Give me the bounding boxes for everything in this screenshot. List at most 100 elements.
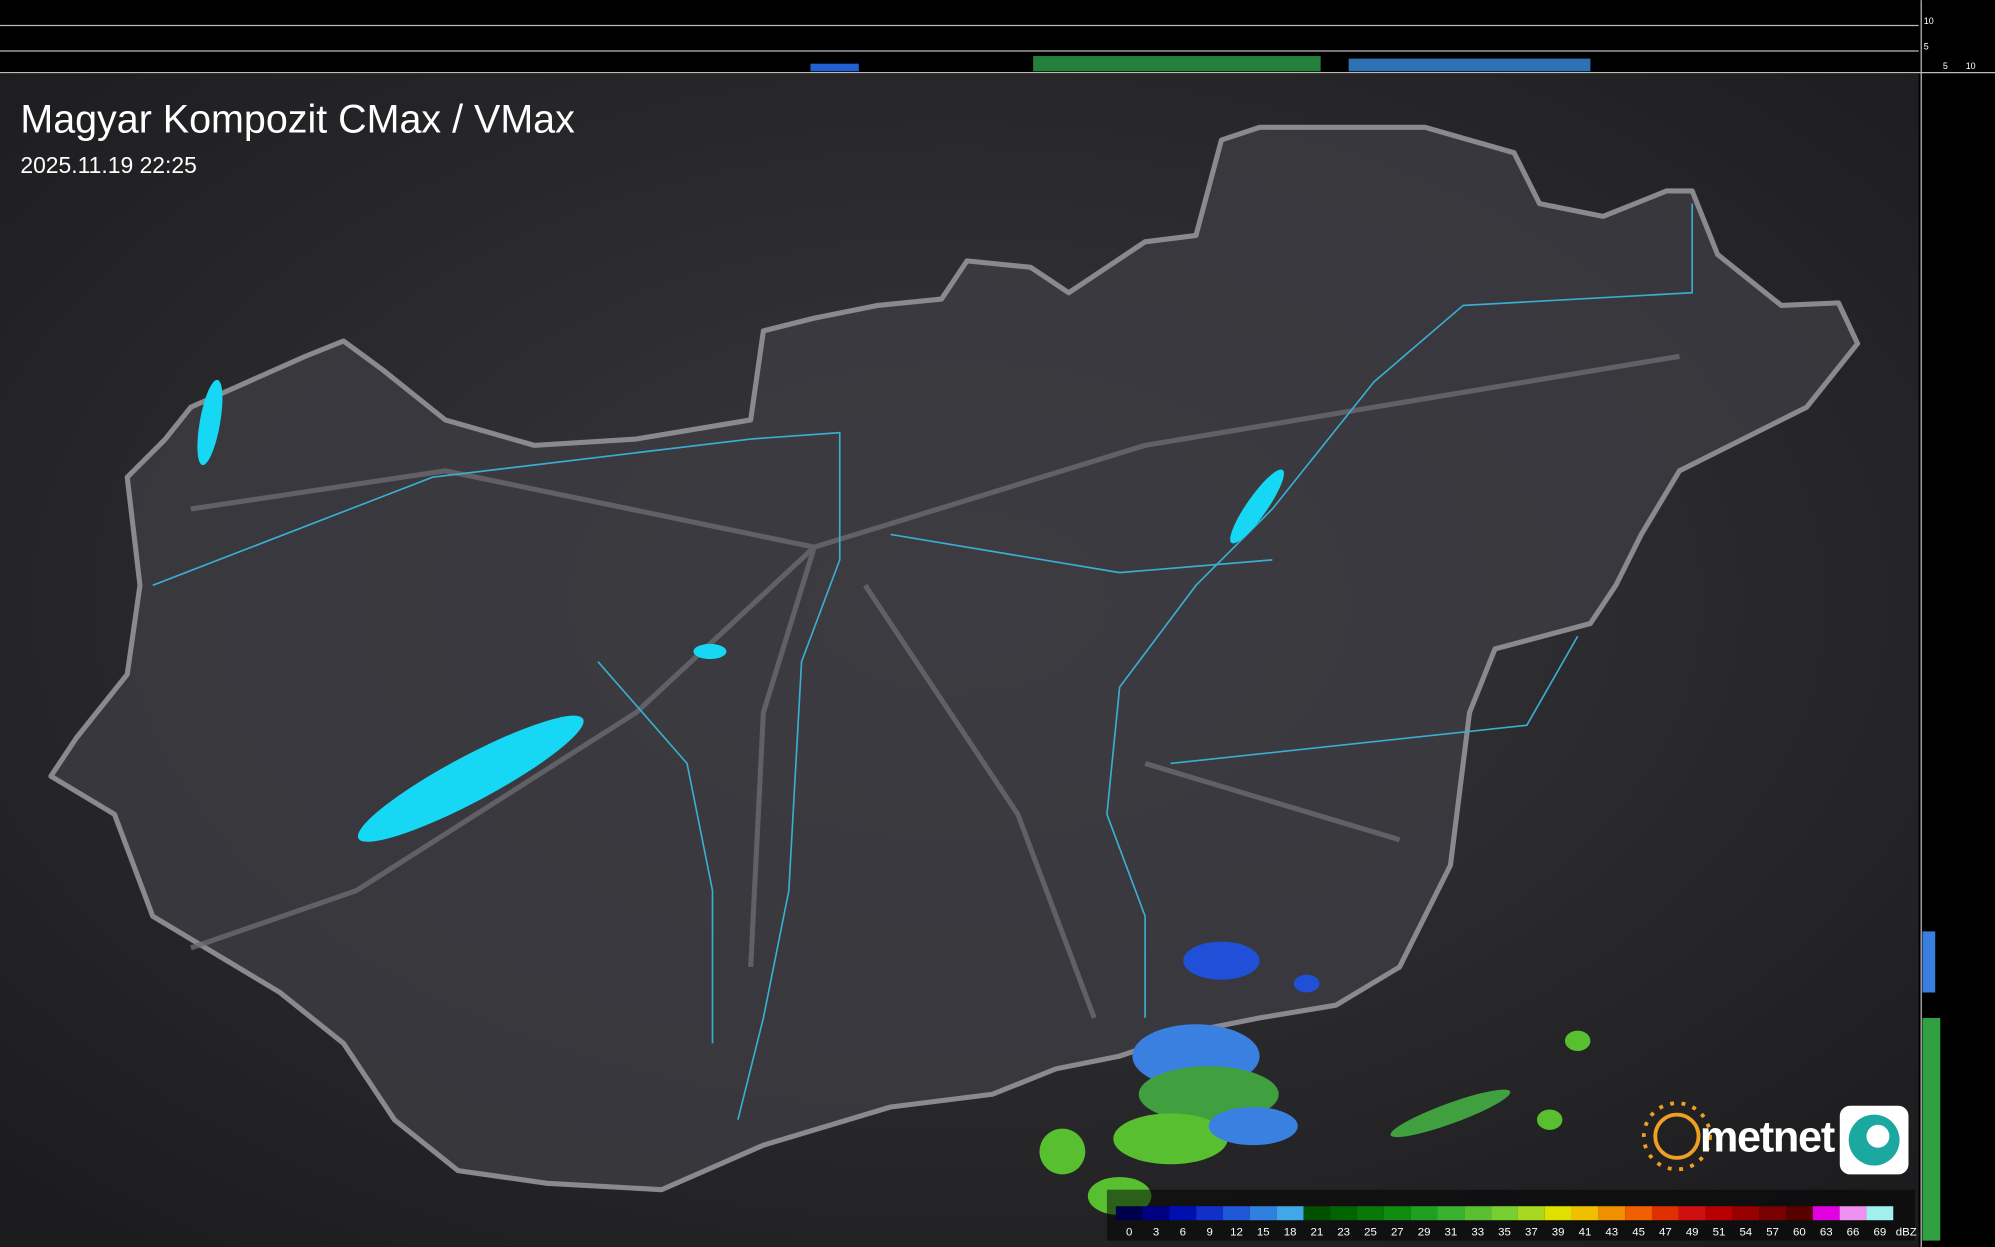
legend-label: 27 <box>1391 1226 1404 1238</box>
legend-swatch <box>1169 1206 1197 1221</box>
profile-echo <box>1922 1017 1941 1241</box>
legend-label: 6 <box>1180 1226 1186 1238</box>
echo <box>1390 1089 1511 1138</box>
legend-swatch <box>1491 1206 1518 1221</box>
profile-tick: 5 <box>1924 42 1929 52</box>
legend-label: 12 <box>1230 1226 1243 1238</box>
profile-echo <box>1922 931 1936 993</box>
profile-tick: 10 <box>1924 16 1934 26</box>
lake <box>1230 469 1284 544</box>
legend-swatch <box>1223 1206 1250 1221</box>
legend: 0 3 6 9 12 15 18 21 23 25 27 29 31 33 35 37 39 41 43 45 47 49… <box>1115 1206 1917 1238</box>
legend-label: 35 <box>1498 1226 1511 1238</box>
echo <box>1536 1109 1563 1130</box>
legend-label: 9 <box>1206 1226 1212 1238</box>
legend-label: 31 <box>1445 1226 1458 1238</box>
legend-swatch <box>1571 1206 1599 1221</box>
legend-swatch <box>1383 1206 1411 1221</box>
road <box>190 545 817 951</box>
legend-swatch <box>1786 1206 1813 1221</box>
legend-label: 41 <box>1579 1226 1592 1238</box>
legend-label: 39 <box>1552 1226 1565 1238</box>
echo <box>1208 1106 1298 1146</box>
legend-swatch <box>1759 1206 1787 1221</box>
legend-label: 45 <box>1632 1226 1645 1238</box>
road <box>863 583 1097 1019</box>
logo: metnet <box>1641 1101 1909 1175</box>
country-outline <box>48 124 1861 1193</box>
legend-swatch <box>1249 1206 1277 1221</box>
legend-swatch <box>1839 1206 1867 1221</box>
legend-swatch <box>1142 1206 1170 1221</box>
echo <box>1293 974 1320 993</box>
legend-swatch <box>1410 1206 1438 1221</box>
legend-swatch <box>1651 1206 1679 1221</box>
legend-swatch <box>1303 1206 1331 1221</box>
road <box>1144 761 1401 843</box>
legend-label: 37 <box>1525 1226 1538 1238</box>
profile-echo <box>1348 58 1591 72</box>
echo <box>1113 1113 1228 1165</box>
profile-tick: 10 <box>1966 61 1976 71</box>
legend-swatch <box>1115 1206 1143 1221</box>
legend-swatch <box>1357 1206 1384 1221</box>
legend-label: 33 <box>1471 1226 1484 1238</box>
legend-swatch <box>1732 1206 1760 1221</box>
legend-label: 47 <box>1659 1226 1672 1238</box>
roads <box>190 353 1680 1019</box>
legend-swatch <box>1437 1206 1465 1221</box>
radar-echoes <box>1039 941 1591 1216</box>
profile-echo <box>1033 56 1321 72</box>
lake <box>357 715 584 842</box>
logo-rays <box>1641 1101 1712 1172</box>
legend-label: 49 <box>1686 1226 1699 1238</box>
legend-label: 43 <box>1605 1226 1618 1238</box>
legend-label: 66 <box>1847 1226 1860 1238</box>
timestamp: 2025.11.19 22:25 <box>20 152 197 178</box>
legend-swatch <box>1544 1206 1572 1221</box>
legend-label: 15 <box>1257 1226 1270 1238</box>
echo <box>1564 1030 1591 1051</box>
road <box>748 546 817 968</box>
legend-swatch <box>1678 1206 1706 1221</box>
profile-echo <box>810 63 859 72</box>
echo <box>1039 1128 1086 1175</box>
legend-swatch <box>1276 1206 1304 1221</box>
legend-label: 29 <box>1418 1226 1431 1238</box>
legend-swatch <box>1866 1206 1894 1221</box>
legend-label: 60 <box>1793 1226 1806 1238</box>
river <box>1106 203 1694 1018</box>
legend-swatch <box>1517 1206 1545 1221</box>
legend-label: 21 <box>1311 1226 1324 1238</box>
lakes <box>197 379 1284 842</box>
legend-label: 3 <box>1153 1226 1159 1238</box>
legend-label: 63 <box>1820 1226 1833 1238</box>
river <box>152 431 841 1120</box>
legend-swatch <box>1705 1206 1733 1221</box>
legend-swatch <box>1196 1206 1224 1221</box>
legend-label: 23 <box>1337 1226 1350 1238</box>
legend-swatch <box>1330 1206 1358 1221</box>
river <box>890 533 1273 574</box>
logo-sun <box>1653 1112 1701 1160</box>
echo <box>1183 941 1260 980</box>
profile-tick: 5 <box>1943 61 1948 71</box>
legend-label: 51 <box>1713 1226 1726 1238</box>
river <box>1170 635 1579 765</box>
legend-unit: dBZ <box>1896 1226 1917 1238</box>
map-title: Magyar Kompozit CMax / VMax <box>20 97 575 141</box>
legend-label: 25 <box>1364 1226 1377 1238</box>
legend-label: 69 <box>1873 1226 1886 1238</box>
legend-swatch <box>1625 1206 1652 1221</box>
legend-label: 57 <box>1766 1226 1779 1238</box>
legend-swatch <box>1464 1206 1492 1221</box>
legend-swatch <box>1812 1206 1840 1221</box>
legend-label: 0 <box>1126 1226 1132 1238</box>
legend-label: 54 <box>1739 1226 1752 1238</box>
legend-swatch <box>1598 1206 1626 1221</box>
legend-label: 18 <box>1284 1226 1297 1238</box>
lake <box>693 643 727 660</box>
lake <box>197 379 223 466</box>
